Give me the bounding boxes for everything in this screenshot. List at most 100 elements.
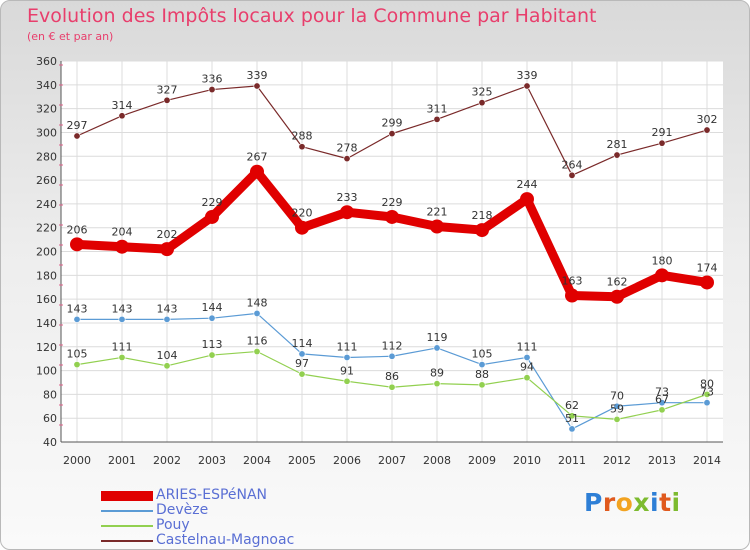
logo-letter: r xyxy=(602,488,616,517)
series-0-point xyxy=(205,209,219,224)
series-3-data-label: 291 xyxy=(652,126,673,139)
series-3-point xyxy=(343,155,351,163)
y-tick-label: 180 xyxy=(36,269,57,282)
series-3-point xyxy=(118,112,126,120)
series-2-point xyxy=(388,383,396,391)
series-3-point xyxy=(613,151,621,159)
series-3-point xyxy=(703,126,711,134)
y-tick-label: 160 xyxy=(36,293,57,306)
series-3-data-label: 297 xyxy=(67,119,88,132)
series-1-data-label: 73 xyxy=(700,386,714,399)
series-1-point xyxy=(208,314,216,322)
series-0-data-label: 244 xyxy=(517,178,538,191)
series-3-data-label: 339 xyxy=(517,69,538,82)
series-0-point xyxy=(115,239,129,254)
series-0-data-label: 162 xyxy=(607,276,628,289)
series-0-data-label: 204 xyxy=(112,226,133,239)
series-0-data-label: 229 xyxy=(382,196,403,209)
logo-letter: o xyxy=(615,488,634,517)
series-2-data-label: 62 xyxy=(565,399,579,412)
series-1-data-label: 114 xyxy=(292,337,313,350)
series-0-point xyxy=(565,288,579,303)
series-0-point xyxy=(160,242,174,257)
series-3-data-label: 278 xyxy=(337,142,358,155)
series-0-point xyxy=(520,192,534,207)
series-2-data-label: 111 xyxy=(112,340,133,353)
legend-swatch-castelnau-magnoac xyxy=(101,540,153,542)
series-0-point xyxy=(655,268,669,283)
series-2-data-label: 113 xyxy=(202,338,223,351)
series-0-point xyxy=(70,237,84,252)
series-1-data-label: 144 xyxy=(202,301,223,314)
series-1-point xyxy=(658,399,666,407)
series-1-point xyxy=(433,344,441,352)
chart-title: Evolution des Impôts locaux pour la Comm… xyxy=(27,5,597,27)
series-1-data-label: 73 xyxy=(655,386,669,399)
legend-label-pouy: Pouy xyxy=(156,517,190,533)
series-2-data-label: 104 xyxy=(157,349,178,362)
series-1-data-label: 112 xyxy=(382,339,403,352)
series-1-data-label: 51 xyxy=(565,412,579,425)
series-2-data-label: 94 xyxy=(520,361,534,374)
series-3-point xyxy=(253,82,261,90)
series-2-point xyxy=(73,361,81,369)
series-2-data-label: 86 xyxy=(385,370,399,383)
series-2-point xyxy=(433,380,441,388)
series-3-data-label: 299 xyxy=(382,117,403,130)
series-1-point xyxy=(388,352,396,360)
series-3-data-label: 339 xyxy=(247,69,268,82)
legend-label-castelnau-magnoac: Castelnau-Magnoac xyxy=(156,532,295,548)
series-2-point xyxy=(478,381,486,389)
series-3-point xyxy=(163,96,171,104)
series-2-data-label: 67 xyxy=(655,393,669,406)
series-1-point xyxy=(253,309,261,317)
series-1-point xyxy=(568,425,576,433)
x-tick-label: 2005 xyxy=(288,454,316,467)
series-1-point xyxy=(343,353,351,361)
logo-letter: x xyxy=(633,488,650,517)
x-tick-label: 2003 xyxy=(198,454,226,467)
series-0-data-label: 218 xyxy=(472,209,493,222)
series-3-data-label: 314 xyxy=(112,99,133,112)
series-2-data-label: 91 xyxy=(340,364,354,377)
series-1-point xyxy=(163,315,171,323)
series-0-data-label: 174 xyxy=(697,261,718,274)
series-3-point xyxy=(568,171,576,179)
series-1-data-label: 105 xyxy=(472,348,493,361)
y-tick-label: 360 xyxy=(36,55,57,68)
y-tick-label: 220 xyxy=(36,222,57,235)
x-tick-label: 2000 xyxy=(63,454,91,467)
series-3-data-label: 288 xyxy=(292,130,313,143)
x-tick-label: 2014 xyxy=(693,454,721,467)
y-tick-label: 340 xyxy=(36,79,57,92)
y-tick-label: 240 xyxy=(36,198,57,211)
legend-swatch-pouy xyxy=(101,525,153,527)
series-0-point xyxy=(475,223,489,238)
series-0-data-label: 267 xyxy=(247,151,268,164)
series-3-point xyxy=(298,143,306,151)
series-1-data-label: 143 xyxy=(67,302,88,315)
y-tick-label: 60 xyxy=(43,412,57,425)
y-tick-label: 120 xyxy=(36,341,57,354)
series-2-data-label: 88 xyxy=(475,368,489,381)
series-2-point xyxy=(568,412,576,420)
series-0-data-label: 220 xyxy=(292,207,313,220)
series-3-point xyxy=(523,82,531,90)
series-2-point xyxy=(703,390,711,398)
series-0-data-label: 221 xyxy=(427,205,448,218)
x-tick-label: 2006 xyxy=(333,454,361,467)
series-1-data-label: 111 xyxy=(337,340,358,353)
series-2-point xyxy=(298,370,306,378)
y-tick-label: 300 xyxy=(36,126,57,139)
series-3-data-label: 281 xyxy=(607,138,628,151)
series-1-point xyxy=(298,350,306,358)
series-1-point xyxy=(523,353,531,361)
series-1-data-label: 148 xyxy=(247,296,268,309)
series-0-point xyxy=(340,205,354,220)
series-0-point xyxy=(295,220,309,235)
y-tick-label: 320 xyxy=(36,103,57,116)
series-1-point xyxy=(613,402,621,410)
x-tick-label: 2009 xyxy=(468,454,496,467)
logo-letter: i xyxy=(650,488,660,517)
series-2-data-label: 80 xyxy=(700,377,714,390)
